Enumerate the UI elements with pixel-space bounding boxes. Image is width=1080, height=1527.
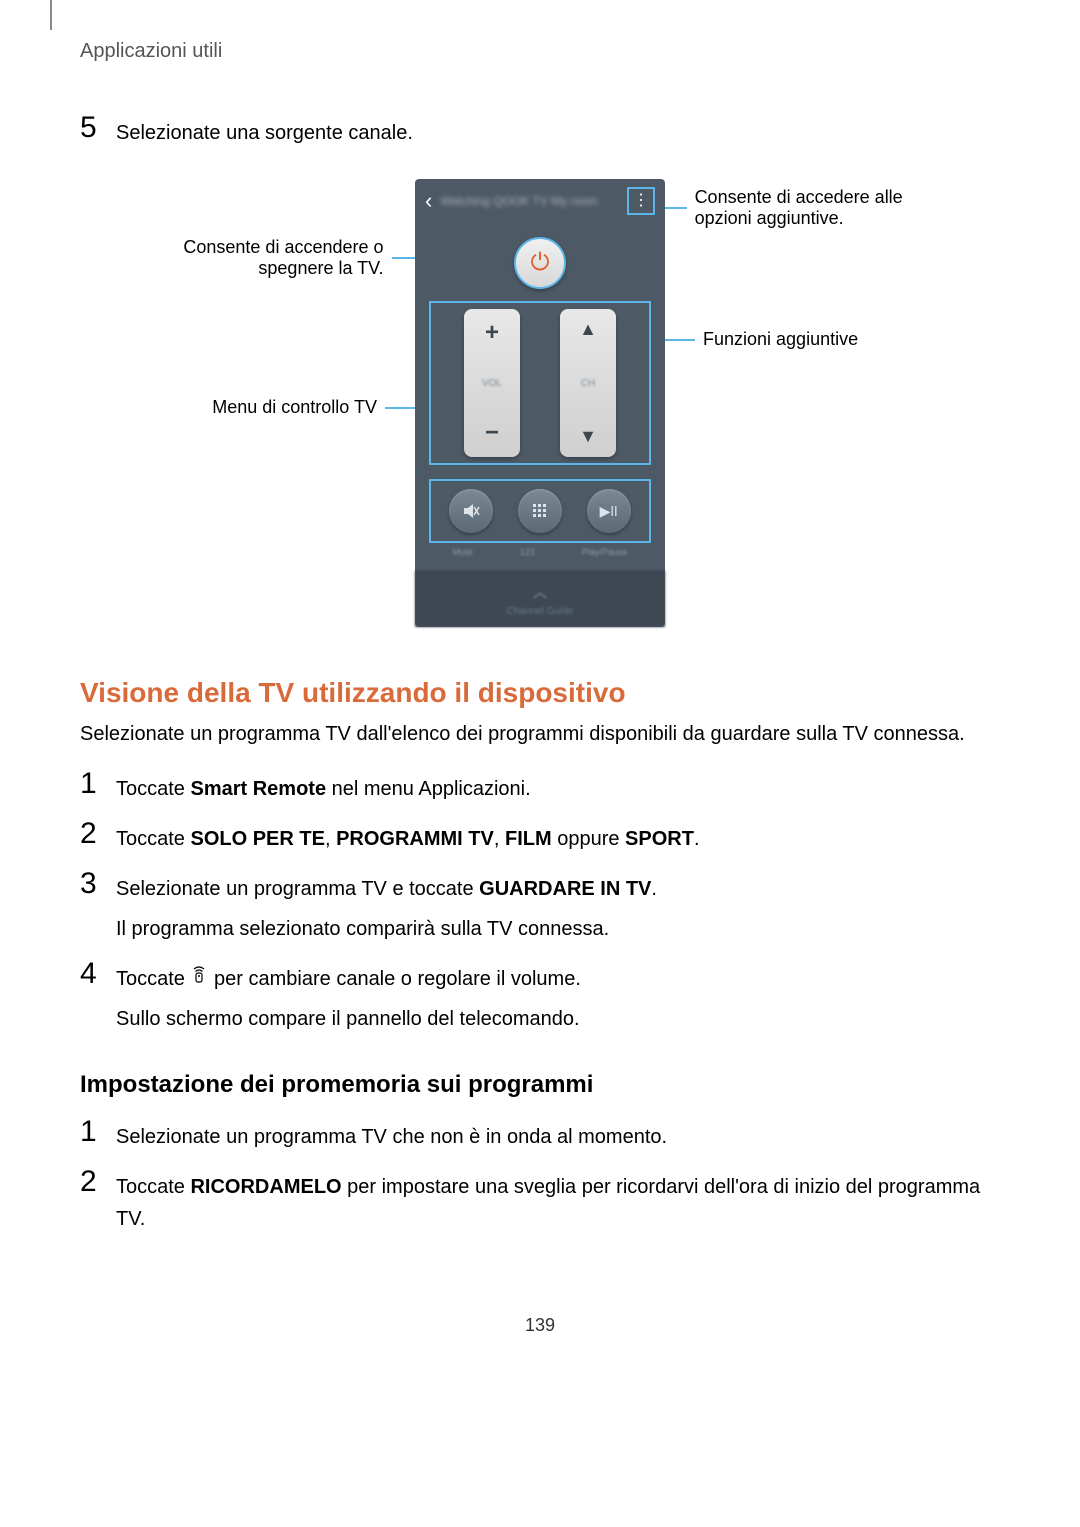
remote-footer: ︿ Channel Guide: [415, 571, 665, 627]
step-line2: Il programma selezionato comparirà sulla…: [116, 913, 657, 945]
power-button: ⏻: [514, 237, 566, 289]
rocker-group: + VOL − ▲ CH ▼: [429, 301, 651, 465]
text: .: [651, 878, 657, 900]
ch-label: CH: [581, 378, 595, 389]
remote-header: ‹ Watching QOOK TV My room ⋮: [415, 179, 665, 223]
text: oppure: [552, 828, 625, 850]
leader-line: [392, 257, 415, 259]
step-1-3: 3 Selezionate un programma TV e toccate …: [80, 869, 1000, 945]
text: ,: [494, 828, 505, 850]
plus-icon: +: [485, 319, 499, 347]
bold-text: RICORDAMELO: [190, 1176, 341, 1198]
page-number: 139: [80, 1315, 1000, 1336]
step-text: Selezionate un programma TV e toccate GU…: [116, 869, 657, 945]
bold-text: Smart Remote: [190, 778, 326, 800]
bold-text: PROGRAMMI TV: [336, 828, 494, 850]
step-2-1: 1 Selezionate un programma TV che non è …: [80, 1117, 1000, 1153]
step-text: Toccate RICORDAMELO per impostare una sv…: [116, 1167, 1000, 1235]
subsection-title: Impostazione dei promemoria sui programm…: [80, 1071, 1000, 1099]
bold-text: GUARDARE IN TV: [479, 878, 651, 900]
text: Selezionate un programma TV e toccate: [116, 878, 479, 900]
remote-mockup: ‹ Watching QOOK TV My room ⋮ ⏻ + VOL: [415, 179, 665, 627]
step-number: 4: [80, 959, 116, 989]
leader-line: [665, 339, 695, 341]
remote-diagram: Consente di accendere o spegnere la TV. …: [80, 179, 1000, 627]
section-title-1: Visione della TV utilizzando il disposit…: [80, 677, 1000, 709]
callout-power: Consente di accendere o spegnere la TV.: [125, 237, 384, 279]
step-text: Toccate SOLO PER TE, PROGRAMMI TV, FILM …: [116, 819, 700, 855]
step-text: Selezionate un programma TV che non è in…: [116, 1117, 667, 1153]
step-line2: Sullo schermo compare il pannello del te…: [116, 1003, 581, 1035]
playpause-icon: ▶ǀǀ: [600, 503, 618, 520]
control-row: ▶ǀǀ: [429, 479, 651, 543]
down-icon: ▼: [579, 426, 597, 447]
step-text: Toccate per cambiare canale o regolare i…: [116, 959, 581, 1035]
footer-label: Channel Guide: [507, 606, 574, 617]
step-text: Selezionate una sorgente canale.: [116, 113, 413, 149]
step-2-2: 2 Toccate RICORDAMELO per impostare una …: [80, 1167, 1000, 1235]
volume-rocker: + VOL −: [464, 309, 520, 457]
step-number: 3: [80, 869, 116, 899]
bold-text: SOLO PER TE: [190, 828, 324, 850]
grid-button: [518, 489, 562, 533]
text: Toccate: [116, 778, 190, 800]
grid-label: 123: [520, 547, 535, 557]
bold-text: FILM: [505, 828, 552, 850]
mute-label: Mute: [453, 547, 473, 557]
up-icon: ▲: [579, 319, 597, 340]
remote-title: Watching QOOK TV My room: [440, 194, 627, 208]
callout-options: Consente di accedere alle opzioni aggiun…: [695, 187, 955, 229]
callout-extra: Funzioni aggiuntive: [703, 329, 858, 350]
step-5: 5 Selezionate una sorgente canale.: [80, 113, 1000, 149]
step-number: 1: [80, 1117, 116, 1147]
channel-rocker: ▲ CH ▼: [560, 309, 616, 457]
leader-line: [385, 407, 415, 409]
step-1-1: 1 Toccate Smart Remote nel menu Applicaz…: [80, 769, 1000, 805]
step-number: 1: [80, 769, 116, 799]
text: Toccate: [116, 828, 190, 850]
vol-label: VOL: [482, 378, 502, 389]
text: nel menu Applicazioni.: [326, 778, 531, 800]
page-border-mark: [50, 0, 52, 30]
text: Toccate: [116, 968, 190, 990]
mute-icon: [461, 501, 481, 521]
playpause-button: ▶ǀǀ: [587, 489, 631, 533]
bold-text: SPORT: [625, 828, 694, 850]
step-number: 5: [80, 113, 116, 143]
text: ,: [325, 828, 336, 850]
back-icon: ‹: [425, 188, 432, 214]
step-text: Toccate Smart Remote nel menu Applicazio…: [116, 769, 531, 805]
leader-line: [665, 207, 687, 209]
step-1-2: 2 Toccate SOLO PER TE, PROGRAMMI TV, FIL…: [80, 819, 1000, 855]
step-number: 2: [80, 1167, 116, 1197]
step-number: 2: [80, 819, 116, 849]
grid-icon: [532, 503, 548, 519]
chevron-up-icon: ︿: [425, 582, 655, 602]
mute-button: [449, 489, 493, 533]
remote-inline-icon: [190, 963, 208, 992]
step-1-4: 4 Toccate per cambiare canale o regolare…: [80, 959, 1000, 1035]
section-desc-1: Selezionate un programma TV dall'elenco …: [80, 719, 1000, 749]
text: per cambiare canale o regolare il volume…: [208, 968, 580, 990]
text: Toccate: [116, 1176, 190, 1198]
text: .: [694, 828, 700, 850]
minus-icon: −: [485, 419, 499, 447]
page-header: Applicazioni utili: [80, 40, 1000, 63]
callout-menu: Menu di controllo TV: [212, 397, 377, 418]
play-label: Play/Pause: [582, 547, 628, 557]
menu-icon: ⋮: [627, 187, 655, 215]
power-icon: ⏻: [531, 249, 550, 277]
